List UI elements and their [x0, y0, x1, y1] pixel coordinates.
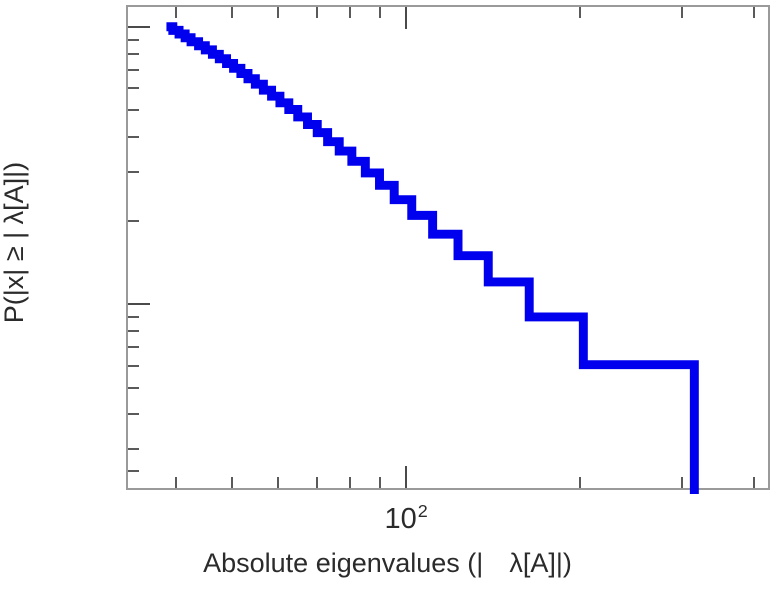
y-tick-minor — [128, 87, 139, 90]
x-tick-minor-bottom — [276, 477, 279, 488]
y-tick-minor — [128, 413, 139, 416]
x-tick-label-mantissa: 10 — [384, 503, 417, 535]
x-tick-minor-bottom — [378, 477, 381, 488]
x-tick-minor-bottom — [680, 477, 683, 488]
x-tick-minor-top — [315, 7, 318, 18]
x-tick-label: 102 — [384, 502, 427, 535]
y-axis-title: P(|x| ≥ | λ[A]|) — [0, 0, 34, 485]
x-tick-minor-bottom — [578, 477, 581, 488]
y-tick-minor — [128, 329, 139, 332]
y-tick-major — [128, 25, 150, 28]
x-tick-minor-top — [680, 7, 683, 18]
x-tick-minor-top — [378, 7, 381, 18]
x-tick-label-exponent: 2 — [417, 501, 428, 522]
y-tick-minor — [128, 386, 139, 389]
y-tick-minor — [128, 38, 139, 41]
y-tick-minor — [128, 364, 139, 367]
y-tick-major — [128, 303, 150, 306]
x-tick-major-bottom — [405, 466, 408, 488]
y-tick-minor — [128, 470, 139, 472]
plot-area: 10010-1 102 — [126, 5, 770, 534]
y-tick-minor — [128, 136, 139, 139]
x-tick-minor-top — [175, 7, 178, 18]
x-tick-minor-top — [276, 7, 279, 18]
y-axis-title-text: P(|x| ≥ | λ[A]|) — [0, 161, 29, 324]
y-tick-minor — [128, 448, 139, 451]
y-tick-minor — [128, 68, 139, 71]
data-series-svg — [166, 22, 699, 494]
x-axis-title: Absolute eigenvalues (| λ[A]|) — [0, 548, 775, 579]
y-tick-minor — [128, 109, 139, 112]
x-axis-title-symbol: λ[A]|) — [509, 548, 572, 578]
x-tick-minor-bottom — [175, 477, 178, 488]
x-tick-minor-top — [578, 7, 581, 18]
x-tick-minor-bottom — [315, 477, 318, 488]
x-tick-minor-bottom — [349, 477, 352, 488]
x-tick-minor-top — [231, 7, 234, 18]
y-tick-minor — [128, 346, 139, 349]
x-tick-minor-top — [752, 7, 755, 18]
x-tick-major-top — [405, 7, 408, 29]
y-tick-minor — [128, 170, 139, 173]
y-tick-minor — [128, 315, 139, 318]
ccdf-staircase-line — [166, 22, 699, 494]
x-tick-minor-bottom — [752, 477, 755, 488]
x-tick-minor-top — [349, 7, 352, 18]
y-tick-minor — [128, 52, 139, 55]
y-tick-minor — [128, 219, 139, 222]
x-tick-minor-bottom — [231, 477, 234, 488]
x-axis-title-prefix: Absolute eigenvalues (| — [203, 548, 484, 578]
